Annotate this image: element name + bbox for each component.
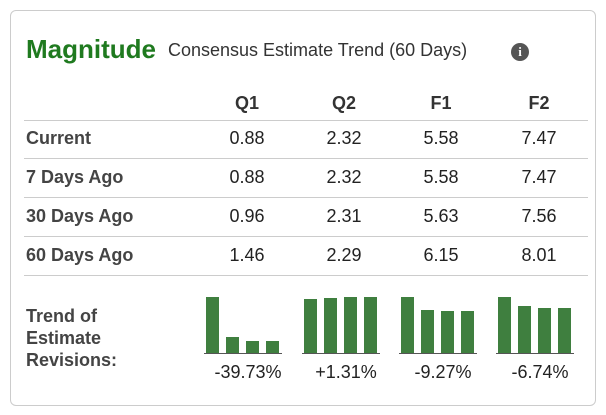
bar-baseline (496, 353, 574, 354)
row-divider (24, 275, 588, 276)
bar-baseline (399, 353, 477, 354)
row-divider (24, 120, 588, 121)
trend-label: Trend of Estimate Revisions: (26, 306, 118, 370)
trend-bar (324, 297, 337, 353)
trend-bar (266, 340, 279, 353)
table-cell: 1.46 (229, 245, 265, 265)
trend-bar (364, 297, 377, 353)
row-label: 30 Days Ago (26, 206, 134, 226)
trend-bar (226, 337, 239, 353)
trend-bar (558, 307, 571, 353)
table-cell: 5.58 (423, 128, 459, 148)
row-divider (24, 197, 588, 198)
trend-bar (538, 307, 551, 353)
table-cell: 7.47 (521, 167, 557, 187)
row-label: 60 Days Ago (26, 245, 134, 265)
table-cell: 2.29 (326, 245, 362, 265)
column-header: F1 (430, 93, 452, 113)
row-divider (24, 158, 588, 159)
row-divider (24, 236, 588, 237)
trend-bar (498, 297, 511, 353)
table-cell: 0.88 (229, 128, 265, 148)
trend-bar (246, 340, 259, 353)
table-cell: 5.58 (423, 167, 459, 187)
table-cell: 2.31 (326, 206, 362, 226)
revision-change: +1.31% (315, 362, 377, 382)
subtitle: Consensus Estimate Trend (60 Days) (168, 40, 468, 60)
row-label: Current (26, 128, 92, 148)
trend-bar (441, 311, 454, 353)
column-header: Q2 (331, 93, 357, 113)
row-label: 7 Days Ago (26, 167, 124, 187)
table-cell: 6.15 (423, 245, 459, 265)
trend-bar (304, 299, 317, 353)
table-cell: 7.56 (521, 206, 557, 226)
column-header: Q1 (234, 93, 260, 113)
table-cell: 5.63 (423, 206, 459, 226)
table-cell: 8.01 (521, 245, 557, 265)
trend-bar (401, 297, 414, 353)
trend-bar (421, 310, 434, 353)
trend-bar (206, 297, 219, 353)
bar-baseline (204, 353, 282, 354)
table-cell: 0.96 (229, 206, 265, 226)
table-cell: 0.88 (229, 167, 265, 187)
title: Magnitude (26, 34, 156, 64)
revision-change: -6.74% (511, 362, 569, 382)
revision-change: -39.73% (214, 362, 282, 382)
widget-card (10, 10, 596, 406)
trend-bar (344, 297, 357, 353)
info-icon[interactable]: i (511, 43, 529, 61)
revision-change: -9.27% (414, 362, 472, 382)
trend-bar (518, 305, 531, 353)
table-cell: 2.32 (326, 167, 362, 187)
trend-bar (461, 311, 474, 353)
table-cell: 7.47 (521, 128, 557, 148)
table-cell: 2.32 (326, 128, 362, 148)
bar-baseline (302, 353, 380, 354)
column-header: F2 (528, 93, 550, 113)
